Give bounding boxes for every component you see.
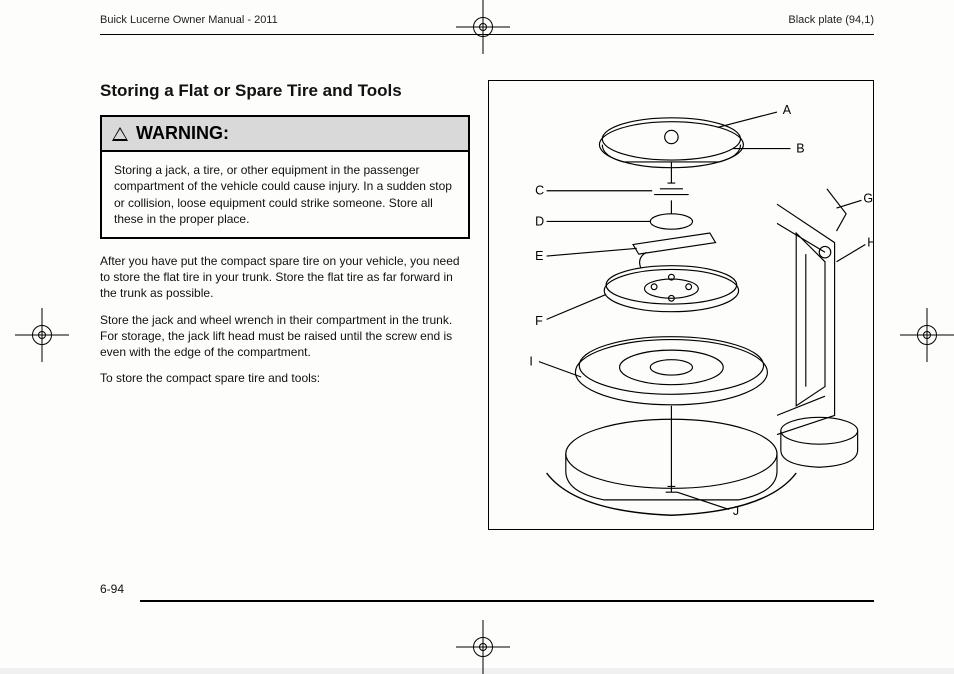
callout-h: H <box>867 235 873 249</box>
left-column: Storing a Flat or Spare Tire and Tools W… <box>100 80 470 588</box>
warning-header: WARNING: <box>102 117 468 152</box>
callout-c: C <box>535 184 544 198</box>
page-header: Buick Lucerne Owner Manual - 2011 Black … <box>100 14 874 26</box>
paragraph: Store the jack and wheel wrench in their… <box>100 312 470 361</box>
warning-label: WARNING: <box>136 123 229 144</box>
callout-a: A <box>783 103 792 117</box>
manual-page: Buick Lucerne Owner Manual - 2011 Black … <box>0 0 954 668</box>
crop-mark-bottom <box>468 632 498 662</box>
content-area: Storing a Flat or Spare Tire and Tools W… <box>100 80 874 588</box>
section-title: Storing a Flat or Spare Tire and Tools <box>100 80 470 101</box>
callout-i: I <box>529 354 532 368</box>
header-right: Black plate (94,1) <box>788 14 874 26</box>
footer-rule <box>140 600 874 602</box>
callout-g: G <box>863 191 873 205</box>
callout-f: F <box>535 314 543 328</box>
paragraph: After you have put the compact spare tir… <box>100 253 470 302</box>
warning-icon <box>112 127 128 141</box>
crop-mark-right <box>912 320 942 350</box>
paragraph: To store the compact spare tire and tool… <box>100 370 470 386</box>
crop-mark-left <box>27 320 57 350</box>
header-rule <box>100 34 874 35</box>
callout-b: B <box>796 141 804 155</box>
header-left: Buick Lucerne Owner Manual - 2011 <box>100 14 278 26</box>
page-number: 6-94 <box>100 582 124 596</box>
callout-d: D <box>535 214 544 228</box>
diagram-svg: A B C D E F I G H J <box>489 81 873 529</box>
right-column: A B C D E F I G H J <box>488 80 874 588</box>
warning-box: WARNING: Storing a jack, a tire, or othe… <box>100 115 470 239</box>
callout-e: E <box>535 249 543 263</box>
callout-j: J <box>733 504 739 518</box>
exploded-diagram: A B C D E F I G H J <box>488 80 874 530</box>
warning-body: Storing a jack, a tire, or other equipme… <box>102 152 468 237</box>
